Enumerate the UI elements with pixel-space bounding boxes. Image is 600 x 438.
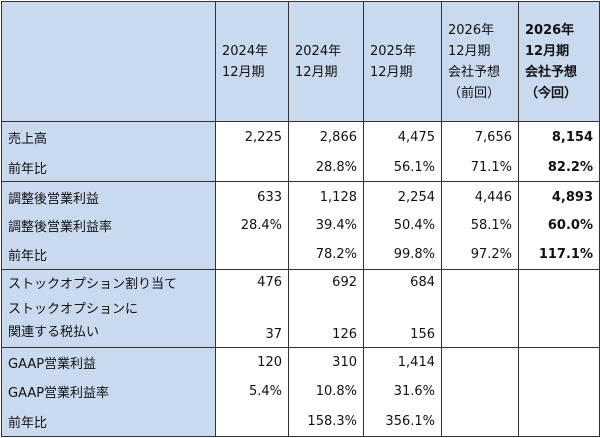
table-row-revenue: 売上高 2,225 2,866 4,475 7,656 8,154 [1, 121, 600, 153]
table-row-gaap-yoy: 前年比 158.3% 356.1% [1, 406, 600, 438]
table-cell: 97.2% [441, 240, 519, 270]
table-cell: 126 [288, 296, 364, 348]
row-label-line: ストックオプションに [8, 302, 139, 318]
row-label: 売上高 [1, 121, 216, 153]
header-line: 12月期 [295, 64, 338, 80]
table-cell [215, 406, 289, 438]
table-cell: 82.2% [518, 152, 600, 183]
header-line: 12月期 [448, 43, 491, 59]
header-line: 2026年 [525, 22, 575, 38]
table-cell: 10.8% [288, 377, 364, 407]
table-row-adjusted-operating-profit: 調整後営業利益 633 1,128 2,254 4,446 4,893 [1, 181, 600, 212]
table-row-adjusted-yoy: 前年比 78.2% 99.8% 97.2% 117.1% [1, 240, 600, 270]
table-cell: 31.6% [363, 377, 442, 407]
header-line: 会社予想 [448, 64, 501, 80]
column-header-2025-12: 2025年 12月期 [363, 0, 442, 123]
table-row-adjusted-operating-margin: 調整後営業利益率 28.4% 39.4% 50.4% 58.1% 60.0% [1, 211, 600, 241]
header-line: 12月期 [222, 64, 265, 80]
table-row-stock-option-allocation: ストックオプション割り当て 476 692 684 [1, 268, 600, 297]
table-cell: 684 [363, 268, 442, 297]
table-cell: 71.1% [441, 152, 519, 183]
header-row: 2024年 12月期 2024年 12月期 2025年 12月期 2026年 1… [1, 0, 600, 123]
table-cell: 1,128 [288, 181, 364, 212]
header-line: 2024年 [295, 43, 342, 59]
table-cell: 28.4% [215, 211, 289, 241]
header-line: （今回） [525, 85, 578, 101]
table-row-stock-option-tax: ストックオプションに 関連する税払い 37 126 156 [1, 296, 600, 348]
table-cell: 117.1% [518, 240, 600, 270]
table-cell: 633 [215, 181, 289, 212]
table-cell: 2,225 [215, 121, 289, 153]
table-cell: 4,475 [363, 121, 442, 153]
header-line: （前回） [448, 85, 501, 101]
table-row-gaap-operating-margin: GAAP営業利益率 5.4% 10.8% 31.6% [1, 377, 600, 407]
table-cell: 56.1% [363, 152, 442, 183]
table-cell: 2,254 [363, 181, 442, 212]
column-header-2024-12-b: 2024年 12月期 [288, 0, 364, 123]
table-cell: 58.1% [441, 211, 519, 241]
table-cell: 156 [363, 296, 442, 348]
row-label: GAAP営業利益 [1, 346, 216, 378]
table-cell: 356.1% [363, 406, 442, 438]
row-label: ストックオプション割り当て [1, 268, 216, 297]
table-cell [441, 346, 519, 378]
header-line: 2025年 [370, 43, 417, 59]
table-cell [441, 296, 519, 348]
table-cell [518, 377, 600, 407]
table-cell: 1,414 [363, 346, 442, 378]
table-cell [518, 296, 600, 348]
table-cell: 2,866 [288, 121, 364, 153]
table-cell [441, 268, 519, 297]
table-cell: 50.4% [363, 211, 442, 241]
row-label: 調整後営業利益率 [1, 211, 216, 241]
column-header-2026-forecast-previous: 2026年 12月期 会社予想 （前回） [441, 0, 519, 123]
row-label-line: 関連する税払い [8, 325, 100, 341]
table-cell [518, 268, 600, 297]
table-cell: 37 [215, 296, 289, 348]
table-cell: 99.8% [363, 240, 442, 270]
column-header-2026-forecast-current: 2026年 12月期 会社予想 （今回） [518, 0, 600, 123]
table-cell: 7,656 [441, 121, 519, 153]
table-row-revenue-yoy: 前年比 28.8% 56.1% 71.1% 82.2% [1, 152, 600, 183]
row-label: 前年比 [1, 406, 216, 438]
table-cell: 310 [288, 346, 364, 378]
table-cell: 60.0% [518, 211, 600, 241]
column-header-2024-12-a: 2024年 12月期 [215, 0, 289, 123]
table-cell: 476 [215, 268, 289, 297]
table-cell [215, 240, 289, 270]
header-line: 12月期 [525, 43, 570, 59]
table-cell: 4,893 [518, 181, 600, 212]
header-line: 2026年 [448, 22, 495, 38]
header-corner-cell [1, 0, 216, 123]
table-cell: 5.4% [215, 377, 289, 407]
row-label: 調整後営業利益 [1, 181, 216, 212]
table-cell [518, 406, 600, 438]
table-cell: 8,154 [518, 121, 600, 153]
table-cell: 28.8% [288, 152, 364, 183]
row-label: 前年比 [1, 240, 216, 270]
table-cell [441, 377, 519, 407]
table-cell [441, 406, 519, 438]
table-cell: 120 [215, 346, 289, 378]
row-label: GAAP営業利益率 [1, 377, 216, 407]
table-cell [518, 346, 600, 378]
row-label-multiline: ストックオプションに 関連する税払い [1, 296, 216, 348]
table-cell: 158.3% [288, 406, 364, 438]
table-cell: 692 [288, 268, 364, 297]
table-cell: 4,446 [441, 181, 519, 212]
header-line: 12月期 [370, 64, 413, 80]
table-row-gaap-operating-profit: GAAP営業利益 120 310 1,414 [1, 346, 600, 378]
table-cell: 39.4% [288, 211, 364, 241]
row-label: 前年比 [1, 152, 216, 183]
header-line: 2024年 [222, 43, 269, 59]
header-line: 会社予想 [525, 64, 578, 80]
table-cell: 78.2% [288, 240, 364, 270]
table-cell [215, 152, 289, 183]
